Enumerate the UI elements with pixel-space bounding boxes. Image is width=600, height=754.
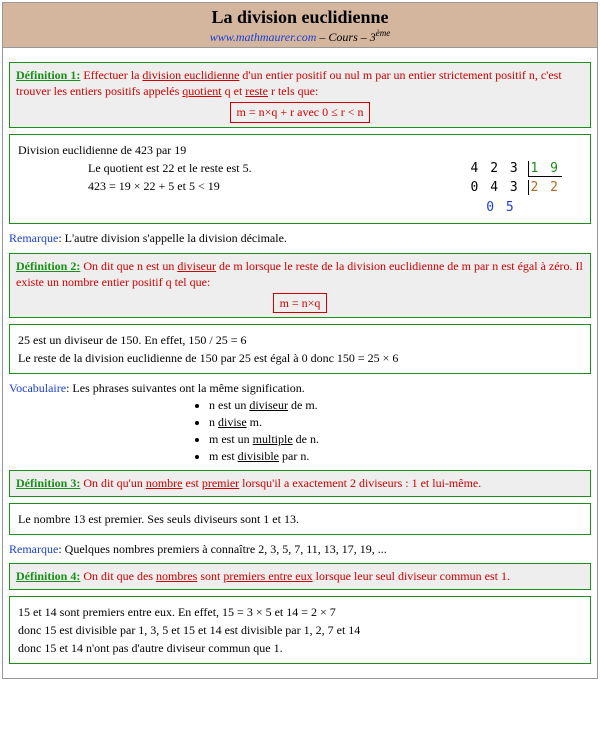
formula: m = n×q xyxy=(273,293,328,313)
subtitle: www.mathmaurer.com – Cours – 3ème xyxy=(3,28,597,45)
remark-label: Remarque xyxy=(9,231,58,245)
formula-wrap: m = n×q + r avec 0 ≤ r < n xyxy=(16,99,584,122)
t: sont xyxy=(197,569,223,583)
divisor: 1 9 xyxy=(528,161,562,177)
site-link[interactable]: www.mathmaurer.com xyxy=(210,30,317,44)
t: premier xyxy=(202,476,239,490)
dividend: 4 2 3 xyxy=(471,161,520,176)
def-body: Effectuer la division euclidienne d'un e… xyxy=(16,68,562,98)
ex-line: Division euclidienne de 423 par 19 xyxy=(18,141,582,159)
list-item: n divise m. xyxy=(209,414,591,431)
definition-1: Définition 1: Effectuer la division eucl… xyxy=(9,62,591,128)
formula-wrap: m = n×q xyxy=(16,290,584,313)
t: m est xyxy=(209,449,238,463)
definition-4: Définition 4: On dit que des nombres son… xyxy=(9,563,591,589)
t: q et xyxy=(222,84,246,98)
ex-line: Le reste de la division euclidienne de 1… xyxy=(18,349,582,367)
ex-line: Le nombre 13 est premier. Ses seuls divi… xyxy=(18,510,582,528)
definition-3: Définition 3: On dit qu'un nombre est pr… xyxy=(9,470,591,496)
t: quotient xyxy=(182,84,221,98)
ex-line: Le quotient est 22 et le reste est 5. xyxy=(88,159,471,177)
example-3: Le nombre 13 est premier. Ses seuls divi… xyxy=(9,503,591,535)
remark-text: : L'autre division s'appelle la division… xyxy=(58,231,287,245)
example-2: 25 est un diviseur de 150. En effet, 150… xyxy=(9,324,591,374)
division-text: Le quotient est 22 et le reste est 5. 42… xyxy=(18,159,471,218)
formula: m = n×q + r avec 0 ≤ r < n xyxy=(230,102,371,122)
t: nombre xyxy=(146,476,183,490)
t: multiple xyxy=(253,432,293,446)
t: r tels que: xyxy=(268,84,318,98)
sep: – xyxy=(316,30,328,44)
t: est xyxy=(183,476,202,490)
vocab-list: n est un diviseur de m. n divise m. m es… xyxy=(209,397,591,464)
def-body: On dit que des nombres sont premiers ent… xyxy=(80,569,510,583)
t: On dit que n est un xyxy=(80,259,177,273)
page: La division euclidienne www.mathmaurer.c… xyxy=(2,2,598,679)
remark-1: Remarque: L'autre division s'appelle la … xyxy=(9,230,591,247)
ex-line: 423 = 19 × 22 + 5 et 5 < 19 xyxy=(88,177,471,195)
cours-label: Cours xyxy=(328,30,357,44)
header: La division euclidienne www.mathmaurer.c… xyxy=(3,3,597,48)
t: n xyxy=(209,415,218,429)
remainder: 0 5 xyxy=(486,200,515,215)
ex-line: 25 est un diviseur de 150. En effet, 150… xyxy=(18,331,582,349)
example-1: Division euclidienne de 423 par 19 Le qu… xyxy=(9,134,591,225)
t: par n. xyxy=(279,449,309,463)
t: lorsqu'il a exactement 2 diviseurs : 1 e… xyxy=(239,476,481,490)
t: de m. xyxy=(288,398,318,412)
div-step: 0 4 3 xyxy=(471,180,520,195)
def-body: On dit que n est un diviseur de m lorsqu… xyxy=(16,259,583,289)
t: reste xyxy=(245,84,268,98)
t: lorsque leur seul diviseur commun est 1. xyxy=(313,569,510,583)
def-label: Définition 3: xyxy=(16,476,80,490)
t: m est un xyxy=(209,432,253,446)
t: premiers entre eux xyxy=(223,569,312,583)
ex-line: donc 15 est divisible par 1, 3, 5 et 15 … xyxy=(18,621,582,639)
level-suffix: ème xyxy=(376,28,391,38)
def-label: Définition 4: xyxy=(16,569,80,583)
t: On dit que des xyxy=(80,569,156,583)
t: de n. xyxy=(293,432,319,446)
remark-label: Remarque xyxy=(9,542,58,556)
remark-2: Remarque: Quelques nombres premiers à co… xyxy=(9,541,591,558)
t: Effectuer la xyxy=(80,68,142,82)
remark-text: : Quelques nombres premiers à connaître … xyxy=(58,542,387,556)
def-label: Définition 1: xyxy=(16,68,80,82)
t: divise xyxy=(218,415,247,429)
t: On dit qu'un xyxy=(80,476,146,490)
ex-line: donc 15 et 14 n'ont pas d'autre diviseur… xyxy=(18,639,582,657)
t: m. xyxy=(247,415,262,429)
example-4: 15 et 14 sont premiers entre eux. En eff… xyxy=(9,596,591,664)
page-title: La division euclidienne xyxy=(3,7,597,28)
content: Définition 1: Effectuer la division eucl… xyxy=(3,48,597,678)
list-item: n est un diviseur de m. xyxy=(209,397,591,414)
list-item: m est un multiple de n. xyxy=(209,431,591,448)
division-layout: Le quotient est 22 et le reste est 5. 42… xyxy=(18,159,582,218)
definition-2: Définition 2: On dit que n est un divise… xyxy=(9,253,591,319)
t: nombres xyxy=(156,569,197,583)
long-division: 4 2 3 1 9 0 4 3 2 2 0 5 xyxy=(471,159,582,218)
t: division euclidienne xyxy=(142,68,239,82)
sep: – xyxy=(358,30,370,44)
vocab-intro: : Les phrases suivantes ont la même sign… xyxy=(66,381,305,395)
t: diviseur xyxy=(249,398,288,412)
list-item: m est divisible par n. xyxy=(209,448,591,465)
vocabulary: Vocabulaire: Les phrases suivantes ont l… xyxy=(9,380,591,464)
t: divisible xyxy=(238,449,279,463)
def-body: On dit qu'un nombre est premier lorsqu'i… xyxy=(80,476,481,490)
ex-line: 15 et 14 sont premiers entre eux. En eff… xyxy=(18,603,582,621)
def-label: Définition 2: xyxy=(16,259,80,273)
t: diviseur xyxy=(177,259,216,273)
t: n est un xyxy=(209,398,249,412)
quotient: 2 2 xyxy=(528,180,562,195)
vocab-label: Vocabulaire xyxy=(9,381,66,395)
